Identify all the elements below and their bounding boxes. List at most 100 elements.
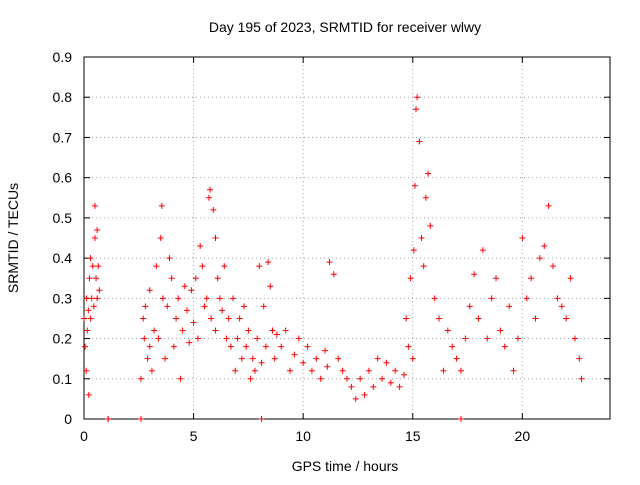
data-point (243, 343, 250, 350)
data-point (392, 367, 399, 374)
data-point (93, 275, 100, 282)
data-point (457, 416, 464, 422)
data-point (256, 263, 263, 270)
data-point (348, 383, 355, 390)
x-axis: 0 5 10 15 20 (80, 57, 530, 444)
data-point (409, 355, 416, 362)
data-point (225, 315, 232, 322)
data-point (471, 271, 478, 278)
data-point (105, 416, 112, 422)
data-point (541, 243, 548, 250)
data-point (383, 359, 390, 366)
data-point (313, 355, 320, 362)
data-point (177, 375, 184, 382)
data-point (330, 271, 337, 278)
data-point (91, 235, 98, 241)
data-point (427, 222, 434, 229)
data-point (186, 339, 193, 346)
data-point (339, 367, 346, 374)
data-point (94, 295, 101, 302)
data-point (96, 287, 103, 294)
data-point (304, 343, 311, 350)
data-point (506, 303, 513, 310)
data-point (449, 343, 456, 350)
data-point (85, 391, 92, 398)
data-point (407, 275, 414, 282)
data-point (265, 259, 272, 266)
y-tick-label: 0.5 (53, 210, 73, 226)
data-point (273, 331, 280, 338)
data-point (188, 287, 195, 294)
data-point (528, 275, 535, 282)
data-point (532, 315, 539, 322)
data-point (166, 255, 173, 262)
data-point (232, 367, 239, 374)
data-point (251, 367, 258, 374)
data-point (282, 327, 289, 334)
data-point (84, 327, 91, 334)
data-point (260, 303, 267, 310)
x-tick-label: 15 (405, 428, 421, 444)
data-point (258, 416, 265, 422)
data-point (501, 343, 508, 350)
data-point (141, 335, 148, 342)
data-point (262, 343, 269, 350)
data-point (162, 355, 169, 362)
data-point (414, 94, 421, 101)
data-point (287, 367, 294, 374)
data-point (83, 295, 90, 302)
data-point (416, 138, 423, 145)
data-point (295, 335, 302, 342)
data-point (181, 283, 188, 290)
data-point (214, 275, 221, 282)
data-point (94, 226, 101, 233)
data-point (436, 315, 443, 322)
data-point (514, 335, 521, 342)
x-axis-label: GPS time / hours (292, 458, 399, 474)
data-point (300, 359, 307, 366)
data-point (170, 343, 177, 350)
y-tick-label: 0.6 (53, 170, 73, 186)
data-point (462, 335, 469, 342)
data-point (440, 367, 447, 374)
data-point (317, 375, 324, 382)
data-point (247, 375, 254, 382)
data-point (179, 327, 186, 334)
data-point (227, 343, 234, 350)
data-point (201, 303, 208, 310)
data-point (453, 355, 460, 362)
data-point (137, 375, 144, 382)
data-point (146, 343, 153, 350)
data-point (148, 367, 155, 374)
data-point (245, 327, 252, 334)
data-point (554, 295, 561, 302)
data-point (81, 315, 87, 322)
data-point (361, 391, 368, 398)
data-point (370, 383, 377, 390)
data-point (158, 202, 165, 209)
data-point (238, 355, 245, 362)
data-point (151, 327, 158, 334)
y-axis-label: SRMTID / TECUs (5, 183, 21, 293)
data-point (479, 247, 486, 254)
data-point (497, 327, 504, 334)
data-point (157, 235, 164, 241)
data-point (207, 186, 214, 193)
data-point (545, 202, 552, 209)
data-point (400, 371, 407, 378)
data-point (240, 303, 247, 310)
plot-frame (83, 56, 611, 420)
data-point (357, 375, 364, 382)
data-point (144, 355, 151, 362)
data-point (267, 283, 274, 290)
data-point (308, 367, 315, 374)
data-point (153, 263, 160, 270)
data-point (567, 275, 574, 282)
data-point (199, 263, 206, 270)
data-point (457, 367, 464, 374)
y-tick-label: 0.7 (53, 129, 73, 145)
y-axis: 0 0.1 0.2 0.3 0.4 0.5 0.6 0.7 0.8 0.9 (53, 49, 610, 427)
data-point (578, 375, 585, 382)
data-point (431, 295, 438, 302)
y-tick-label: 0.2 (53, 331, 73, 347)
